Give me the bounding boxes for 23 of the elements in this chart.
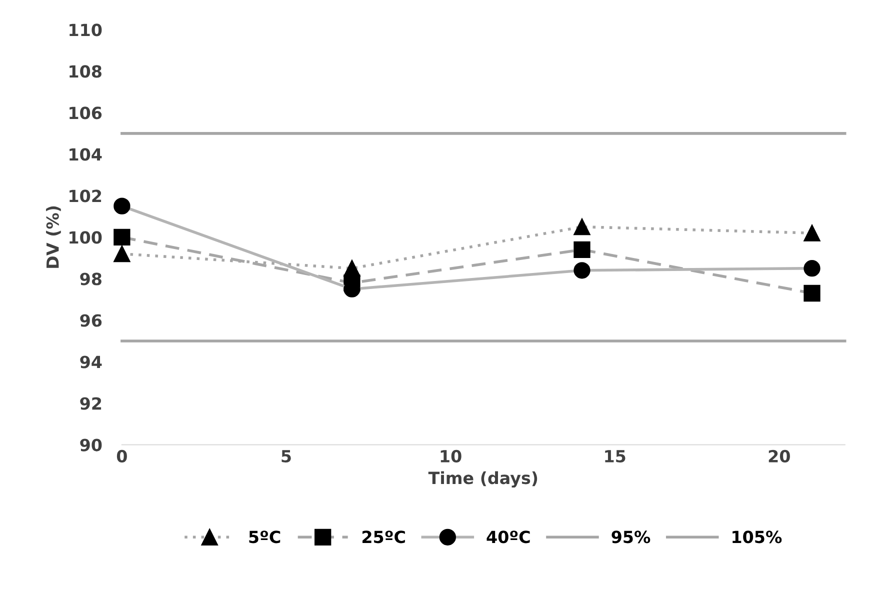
x-tick-label: 15 (605, 450, 626, 463)
y-tick-label: 110 (70, 24, 102, 36)
y-tick-label: 104 (70, 148, 102, 161)
y-tick-label: 94 (80, 356, 102, 368)
y-tick-label: 100 (70, 231, 102, 244)
legend-label: 25ºC (362, 530, 405, 544)
y-tick-label: 92 (80, 397, 102, 410)
legend-label: 105% (732, 530, 782, 544)
y-tick-label: 98 (80, 272, 102, 286)
x-axis-title: Time (days) (428, 471, 538, 488)
legend-label: 5ºC (249, 530, 280, 544)
y-tick-label: 90 (80, 438, 102, 452)
y-tick-label: 108 (70, 65, 102, 78)
y-tick-label: 102 (70, 190, 102, 202)
legend-label: 40ºC (486, 530, 530, 544)
legend-label: 95% (612, 530, 650, 544)
y-tick-label: 96 (80, 314, 102, 327)
x-tick-label: 10 (440, 450, 462, 463)
y-axis-title: DV (%) (46, 206, 61, 268)
x-tick-label: 20 (768, 450, 790, 463)
x-tick-label: 5 (282, 450, 291, 463)
x-tick-label: 0 (116, 450, 127, 463)
y-tick-label: 106 (70, 106, 102, 120)
